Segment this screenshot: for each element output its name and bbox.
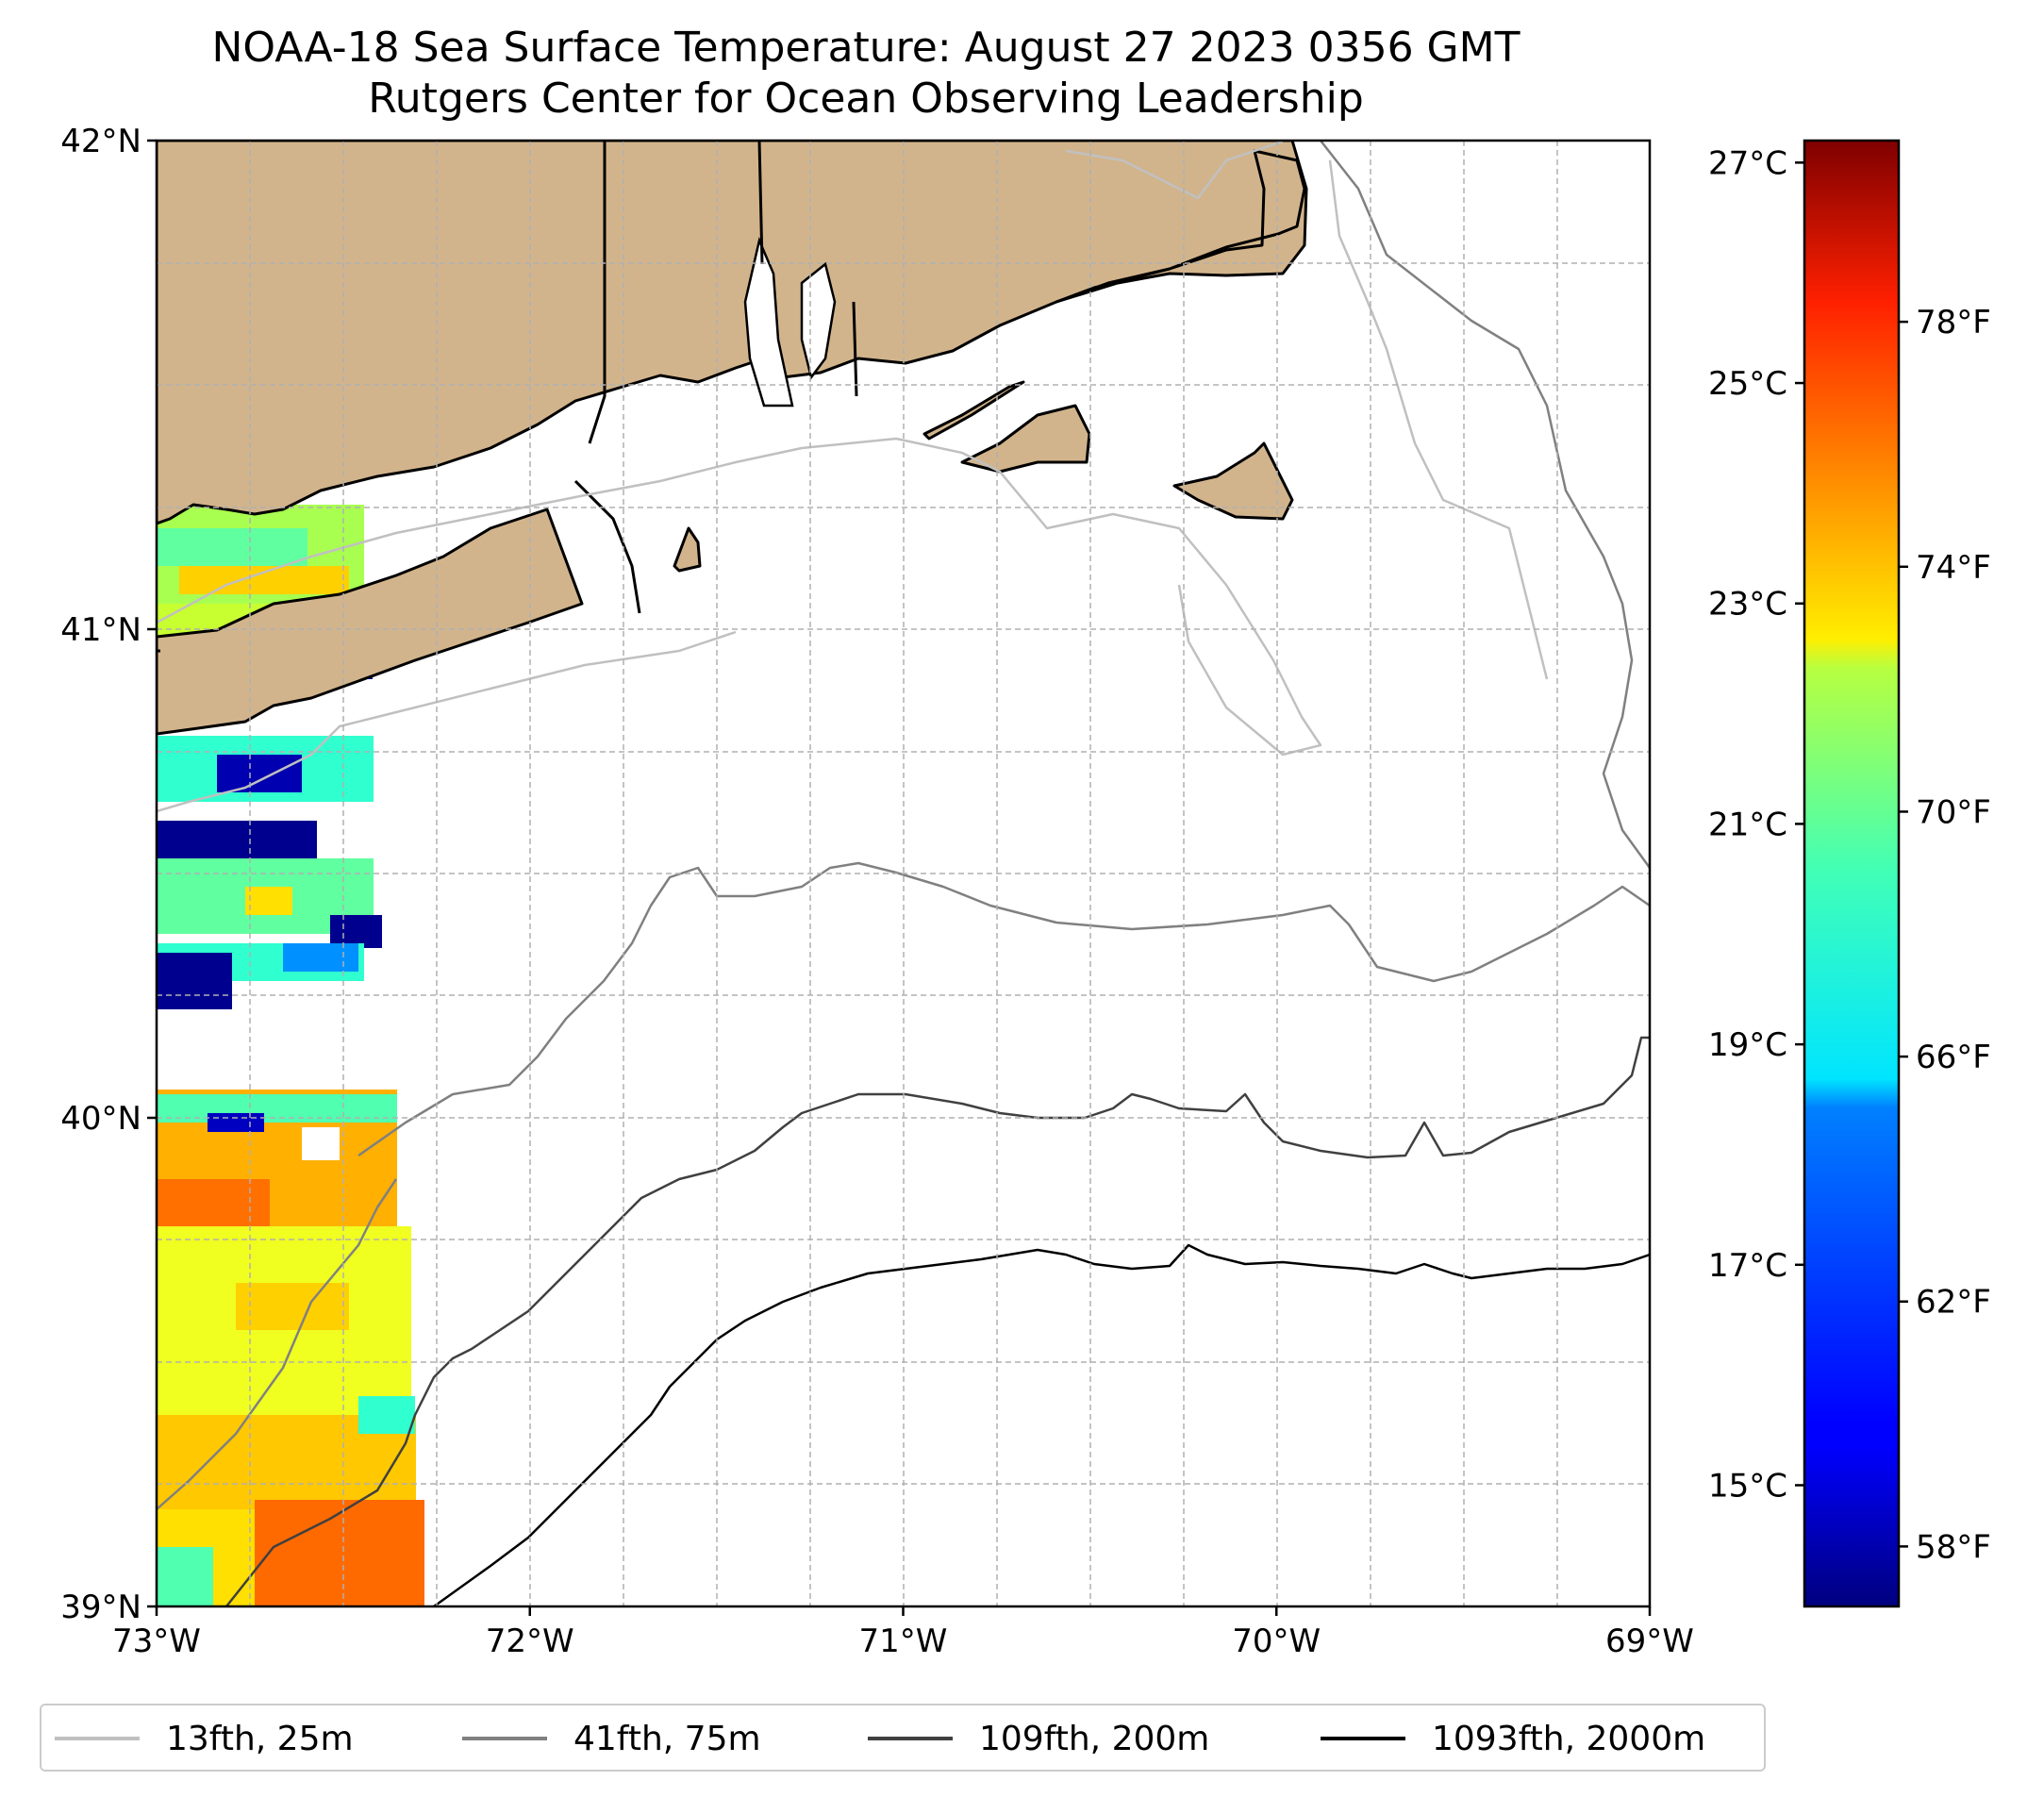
fahrenheit-tick-label: 62°F — [1916, 1284, 1991, 1322]
legend-label-75m: 41fth, 75m — [573, 1719, 761, 1758]
border-ny-ct-water — [573, 479, 641, 614]
x-tick-label: 72°W — [486, 1622, 574, 1660]
celsius-tick-label: 15°C — [1708, 1467, 1787, 1505]
colorbar — [1803, 139, 1901, 1608]
y-tick-label: 41°N — [60, 611, 141, 649]
legend-item-2000m: 1093fth, 2000m — [1321, 1717, 1705, 1760]
sst-patch-middle — [157, 736, 382, 1009]
border-ny-ct — [588, 141, 607, 444]
colorbar-ticks: 15°C 17°C 19°C 21°C 23°C 25°C 27°C 58°F 62°F 66°F… — [1708, 144, 1991, 1566]
contour-200m — [225, 1036, 1650, 1606]
celsius-tick-label: 23°C — [1708, 586, 1787, 624]
x-tick-label: 71°W — [859, 1622, 948, 1660]
graticule — [157, 141, 1650, 1606]
contour-25m-b — [157, 630, 737, 813]
fahrenheit-tick-label: 70°F — [1916, 793, 1991, 831]
axis-ticks — [147, 139, 1652, 1616]
legend-label-25m: 13fth, 25m — [166, 1719, 354, 1758]
land-block-island — [673, 526, 702, 573]
y-tick-label: 39°N — [60, 1589, 141, 1626]
contour-75m — [357, 861, 1650, 1157]
fahrenheit-tick-label: 74°F — [1916, 549, 1991, 587]
land-long-island — [157, 507, 584, 736]
axis-labels: 73°W 72°W 71°W 70°W 69°W 39°N 40°N 41°N 42°N — [60, 123, 1694, 1660]
legend-label-200m: 109fth, 200m — [979, 1719, 1210, 1758]
state-boundaries — [157, 141, 858, 653]
legend-item-75m: 41fth, 75m — [462, 1717, 761, 1760]
celsius-tick-label: 27°C — [1708, 144, 1787, 182]
border-ct-ri — [757, 141, 764, 265]
bathymetry-contours — [157, 141, 1650, 1606]
fahrenheit-tick-label: 78°F — [1916, 304, 1991, 341]
map-subtitle: Rutgers Center for Ocean Observing Leade… — [368, 75, 1364, 123]
contour-75m-b — [1320, 141, 1650, 869]
legend-item-25m: 13fth, 25m — [55, 1717, 354, 1760]
border-ri-ma — [852, 301, 858, 397]
legend-line-2000m — [1321, 1737, 1405, 1740]
celsius-tick-label: 21°C — [1708, 806, 1787, 843]
legend-line-25m — [55, 1737, 140, 1740]
fahrenheit-tick-label: 66°F — [1916, 1039, 1991, 1076]
contour-25m-c — [1065, 141, 1549, 680]
fahrenheit-tick-label: 58°F — [1916, 1528, 1991, 1566]
celsius-tick-label: 17°C — [1708, 1247, 1787, 1285]
x-tick-label: 73°W — [112, 1622, 201, 1660]
land-marthas-vineyard — [960, 404, 1091, 474]
land-mainland — [157, 141, 1308, 525]
land-elizabeth-islands — [922, 380, 1025, 441]
legend-item-200m: 109fth, 200m — [868, 1717, 1209, 1760]
land-nantucket — [1172, 441, 1294, 521]
x-tick-label: 69°W — [1605, 1622, 1694, 1660]
contour-2000m — [433, 1243, 1650, 1606]
legend-label-2000m: 1093fth, 2000m — [1432, 1719, 1706, 1758]
celsius-tick-label: 25°C — [1708, 365, 1787, 403]
sst-patch-south — [157, 1090, 424, 1606]
bay-inlet-1 — [743, 236, 794, 408]
contour-25m — [157, 437, 1322, 757]
y-tick-label: 42°N — [60, 123, 141, 160]
celsius-tick-label: 19°C — [1708, 1026, 1787, 1064]
land-layer — [157, 141, 1308, 736]
legend: 13fth, 25m 41fth, 75m 109fth, 200m 1093f… — [40, 1704, 1766, 1772]
legend-line-75m — [462, 1737, 547, 1740]
contour-75m-c — [157, 1178, 398, 1510]
legend-line-200m — [868, 1737, 953, 1740]
x-tick-label: 70°W — [1232, 1622, 1321, 1660]
map-title: NOAA-18 Sea Surface Temperature: August … — [211, 24, 1521, 72]
y-tick-label: 40°N — [60, 1100, 141, 1138]
